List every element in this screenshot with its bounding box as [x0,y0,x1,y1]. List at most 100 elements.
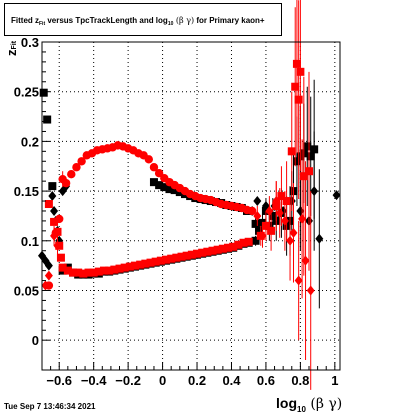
y-tick-label: 0.2 [21,134,39,149]
data-point-square [43,115,52,124]
data-point-square [165,185,174,194]
data-point-square [167,254,176,263]
data-point-square [198,248,207,257]
data-point-circle [72,163,81,172]
data-point-square [268,211,277,220]
data-point-square [172,253,181,262]
data-point-square [282,197,291,206]
title-prefix: Fitted z [11,16,39,25]
y-tick-label: 0 [32,333,39,348]
data-point-square [100,266,109,275]
data-point-circle [55,214,64,224]
data-point-square [115,264,124,273]
data-point-square [162,255,171,264]
data-point-square [303,142,312,151]
data-layer [38,0,341,390]
data-point-square [151,257,160,266]
y-tick-label: 0.1 [21,234,39,249]
title-box: Fitted zFit versus TpcTrackLength and lo… [4,3,282,36]
data-point-square [136,260,145,269]
data-point-square [84,268,93,277]
data-point-circle [67,169,76,179]
x-tick-label: −0.4 [81,373,107,388]
x-axis-label: log10 (β γ) [276,395,342,414]
data-point-square [213,245,222,254]
data-point-square [306,152,315,161]
data-point-diamond [265,205,274,216]
data-point-square [177,252,186,261]
title-suffix: for Primary kaon+ [194,16,265,25]
data-point-square [105,266,114,275]
chart-title: Fitted zFit versus TpcTrackLength and lo… [11,16,265,27]
data-point-square [208,246,217,255]
title-log-subscript: 10 [167,21,174,27]
data-point-square [229,242,238,251]
data-point-diamond [44,260,53,271]
data-point-square [79,269,88,278]
data-point-square [39,88,48,97]
y-axis-label: zFit [4,41,19,56]
data-point-square [296,67,305,76]
data-point-square [261,221,270,230]
data-point-square [125,262,134,271]
data-point-square [304,167,313,176]
data-point-square [182,251,191,260]
x-tick-label: 1 [331,373,338,388]
data-point-square [234,240,243,249]
x-tick-label: −0.6 [46,373,72,388]
data-point-circle [77,157,86,166]
title-z-subscript: Fit [39,21,46,27]
data-point-circle [144,155,153,164]
data-point-square [94,267,103,276]
data-point-diamond [48,191,57,202]
data-point-square [170,186,179,195]
data-point-square [193,249,202,258]
data-point-diamond [272,196,281,207]
data-point-diamond [50,230,59,241]
data-point-square [44,200,53,209]
data-point-square [58,263,67,272]
data-point-circle [247,206,257,216]
y-tick-label: 0.15 [14,184,39,199]
data-point-diamond [253,210,262,221]
data-point-diamond [298,213,307,224]
data-point-diamond [44,270,53,281]
data-point-square [224,243,233,252]
x-tick-label: −0.2 [115,373,141,388]
data-point-diamond [280,215,289,226]
data-point-square [239,238,248,247]
data-point-square [291,82,300,91]
data-point-diamond [332,190,341,201]
data-point-square [74,268,83,277]
data-point-square [251,219,260,228]
data-point-square [244,237,253,246]
ylabel-subscript: Fit [11,40,18,50]
data-point-square [156,256,165,265]
data-point-diamond [315,233,324,244]
data-point-square [110,265,119,274]
data-point-square [287,147,296,156]
data-point-square [141,259,150,268]
data-point-square [255,226,264,235]
data-point-diamond [286,235,295,246]
title-greek: (β γ) [173,16,195,25]
data-point-diamond [289,227,298,238]
data-point-diamond [53,240,62,251]
data-point-square [63,266,72,275]
data-point-diamond [296,205,305,216]
data-point-square [299,172,308,181]
x-tick-label: 0.2 [188,373,206,388]
data-point-square [56,253,65,262]
data-point-square [69,268,78,277]
data-point-square [146,258,155,267]
data-point-square [50,217,59,226]
data-point-diamond [275,207,284,218]
data-point-diamond [306,285,315,296]
data-point-square [89,268,98,277]
xlabel-main: log [276,395,297,411]
data-point-square [251,236,260,245]
data-point-square [120,263,129,272]
data-point-diamond [253,196,262,207]
data-point-square [294,95,303,104]
